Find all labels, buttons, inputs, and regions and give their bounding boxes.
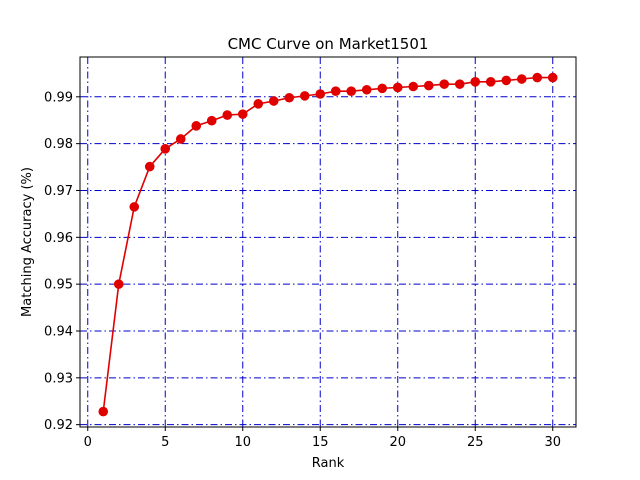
data-point (377, 83, 388, 94)
series-layer (98, 72, 558, 417)
y-tick-label: 0.95 (44, 278, 73, 293)
data-point (268, 96, 279, 106)
y-tick-label: 0.93 (44, 371, 73, 386)
data-point (222, 110, 233, 120)
data-point (284, 92, 295, 103)
data-point (454, 79, 465, 89)
data-point (206, 115, 217, 126)
data-point (485, 77, 496, 87)
data-point (516, 74, 527, 84)
data-point (113, 279, 124, 289)
data-point (191, 121, 202, 131)
data-point (237, 109, 248, 119)
data-point (361, 84, 372, 95)
data-point (392, 82, 403, 93)
y-axis-ticks: 0.92 0.93 0.94 0.95 0.96 0.97 0.98 0.99 (44, 90, 80, 433)
data-point (532, 72, 543, 83)
y-axis-label: Matching Accuracy (%) (20, 167, 35, 317)
x-tick-label: 20 (389, 435, 406, 450)
data-point (98, 406, 109, 417)
data-point (160, 143, 171, 154)
y-tick-label: 0.97 (44, 184, 73, 199)
y-tick-label: 0.96 (44, 231, 73, 246)
data-point (253, 99, 264, 109)
x-tick-label: 15 (312, 435, 329, 450)
data-point (423, 80, 434, 91)
data-point (408, 81, 419, 92)
x-axis-ticks: 0 5 10 15 20 25 30 (84, 427, 561, 450)
data-point (501, 75, 512, 86)
y-tick-label: 0.98 (44, 137, 73, 152)
x-tick-label: 10 (234, 435, 251, 450)
data-point (315, 89, 326, 99)
chart-title: CMC Curve on Market1501 (228, 35, 429, 53)
data-point (470, 77, 481, 87)
x-tick-label: 25 (467, 435, 484, 450)
data-point (175, 134, 186, 144)
x-tick-label: 0 (84, 435, 92, 450)
x-tick-label: 5 (161, 435, 169, 450)
data-point (299, 91, 310, 101)
data-point (547, 72, 558, 83)
data-point (129, 202, 140, 212)
x-tick-label: 30 (544, 435, 561, 450)
x-axis-label: Rank (312, 456, 345, 471)
y-tick-label: 0.99 (44, 90, 73, 105)
y-tick-label: 0.94 (44, 324, 73, 339)
data-point (439, 79, 450, 89)
plot-frame (79, 56, 577, 428)
data-point (144, 161, 155, 172)
data-point (346, 86, 357, 96)
data-point (330, 86, 341, 96)
y-tick-label: 0.92 (44, 418, 73, 433)
